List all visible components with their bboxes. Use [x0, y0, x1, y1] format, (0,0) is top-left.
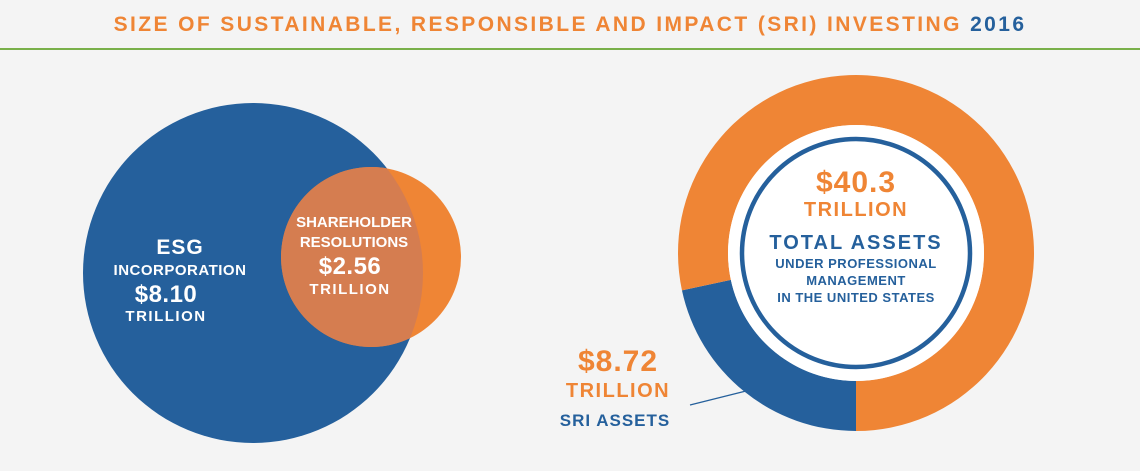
sri-label: SRI ASSETS — [559, 411, 671, 430]
total-sublabel-line2: MANAGEMENT — [806, 273, 906, 288]
total-sublabel-line3: IN THE UNITED STATES — [777, 290, 935, 305]
page-title: SIZE OF SUSTAINABLE, RESPONSIBLE AND IMP… — [0, 13, 1140, 37]
total-unit: TRILLION — [803, 199, 909, 221]
shareholder-label-line2: RESOLUTIONS — [299, 234, 409, 251]
shareholder-label-line1: SHAREHOLDER — [296, 214, 412, 231]
esg-value: $8.10 — [134, 281, 198, 308]
title-year: 2016 — [970, 13, 1027, 36]
total-label: TOTAL ASSETS — [769, 232, 943, 254]
header-divider — [0, 48, 1140, 50]
shareholder-unit: TRILLION — [309, 281, 391, 298]
sri-unit: TRILLION — [565, 380, 671, 402]
total-value: $40.3 — [815, 166, 897, 199]
total-sublabel-line1: UNDER PROFESSIONAL — [775, 256, 937, 271]
header: SIZE OF SUSTAINABLE, RESPONSIBLE AND IMP… — [0, 0, 1140, 48]
sri-value: $8.72 — [577, 345, 659, 378]
donut-slice-sri-assets — [681, 279, 856, 431]
venn-diagram — [83, 103, 461, 443]
esg-unit: TRILLION — [125, 308, 207, 325]
venn-overlap — [281, 167, 423, 347]
donut-chart — [678, 75, 1034, 432]
sri-leader-line — [689, 390, 747, 406]
title-text: SIZE OF SUSTAINABLE, RESPONSIBLE AND IMP… — [113, 13, 962, 36]
shareholder-value: $2.56 — [318, 253, 382, 280]
donut-inner-ring — [739, 136, 973, 370]
esg-label-line2: INCORPORATION — [113, 262, 247, 279]
donut-center — [728, 125, 984, 381]
esg-label-line1: ESG — [156, 236, 204, 259]
